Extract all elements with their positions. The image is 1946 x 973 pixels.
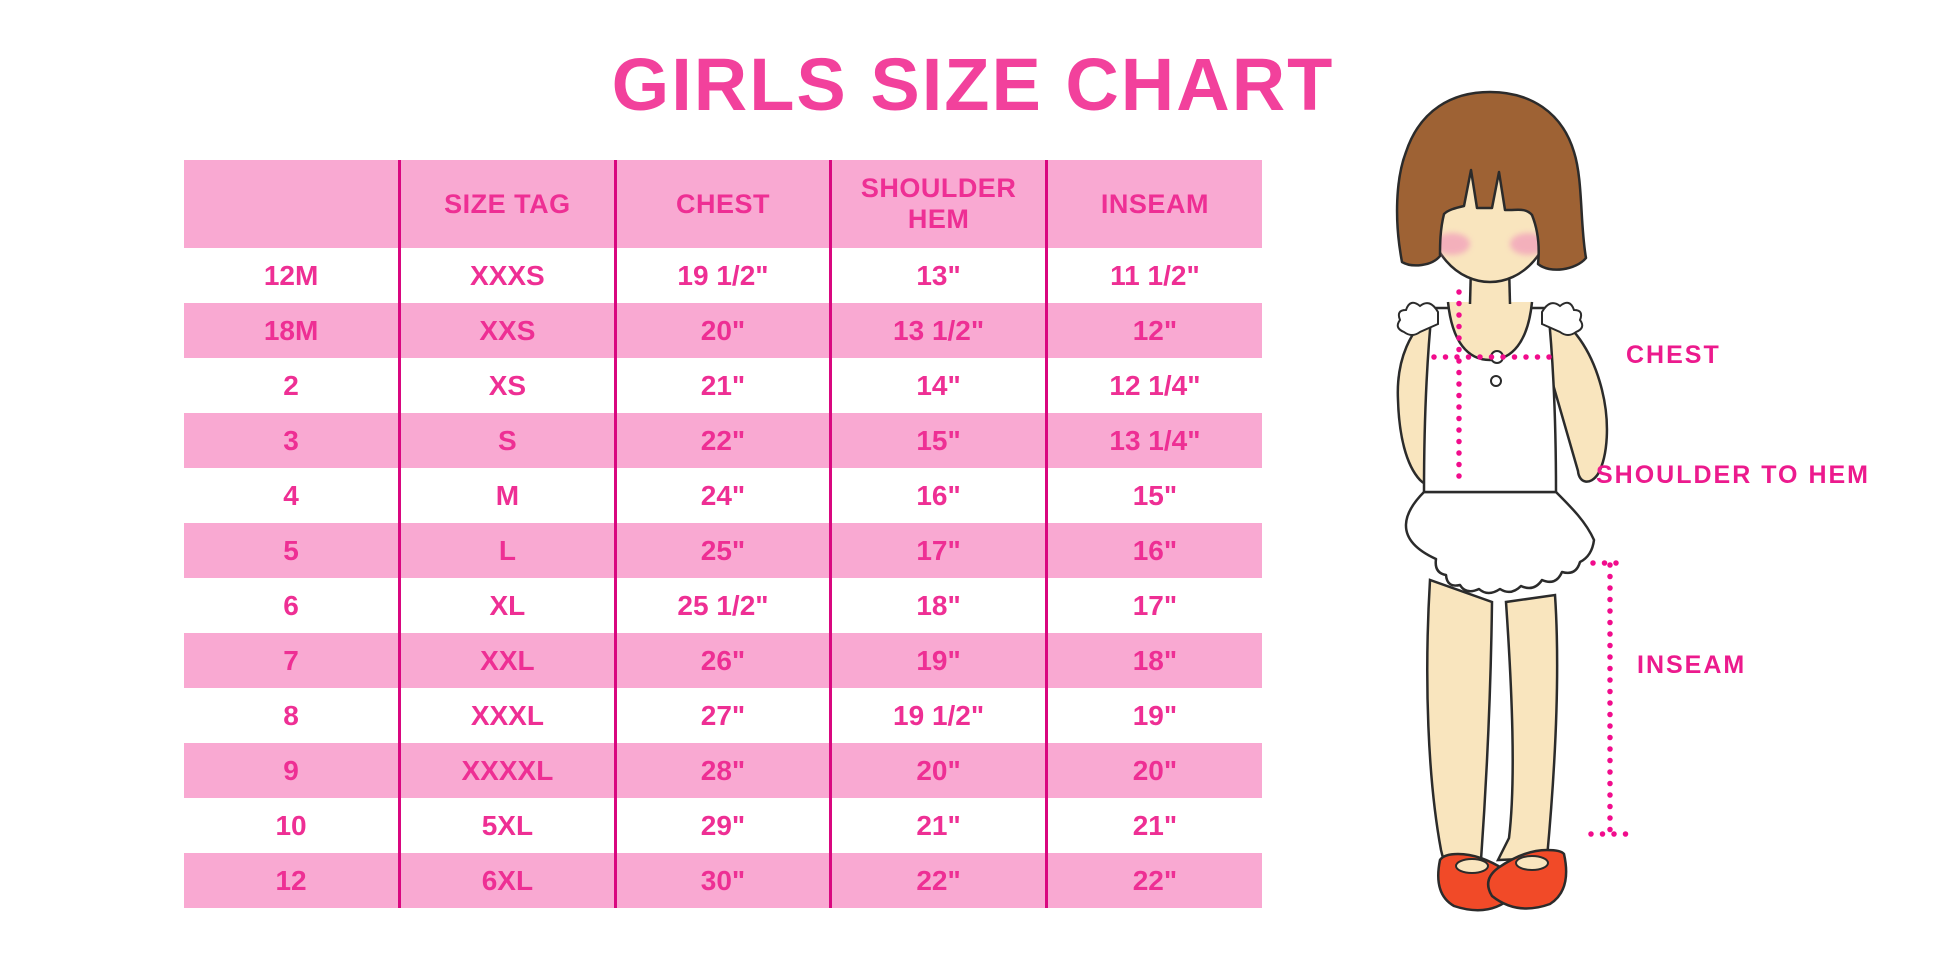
table-cell: 30" [613, 853, 831, 908]
table-cell: 22" [613, 413, 831, 468]
table-row: 2 XS 21" 14" 12 1/4" [184, 358, 1262, 413]
legs [1426, 578, 1559, 864]
table-cell: 20" [829, 743, 1047, 798]
measurement-lines [1431, 289, 1631, 837]
chest-label: CHEST [1626, 341, 1721, 369]
table-cell: 6 [283, 589, 299, 621]
table-row: 4 M 24" 16" 15" [184, 468, 1262, 523]
table-cell: 13 1/2" [829, 303, 1047, 358]
table-cell: 10 [275, 809, 307, 841]
table-row: 12M XXXS 19 1/2" 13" 11 1/2" [184, 248, 1262, 303]
button-bottom [1490, 375, 1502, 387]
table-row: 10 5XL 29" 21" 21" [184, 798, 1262, 853]
table-cell: 19" [829, 633, 1047, 688]
girl-figure-illustration [1395, 90, 1631, 912]
table-cell: 18M [263, 314, 319, 346]
table-cell: XXXL [398, 688, 616, 743]
table-cell: 18" [1044, 633, 1262, 688]
table-cell: 14" [829, 358, 1047, 413]
table-cell: S [398, 413, 616, 468]
table-row: 9 XXXXL 28" 20" 20" [184, 743, 1262, 798]
table-cell: 29" [613, 798, 831, 853]
shoulder-to-hem-label: SHOULDER TO HEM [1596, 461, 1870, 489]
table-cell: 21" [613, 358, 831, 413]
tank-top [1396, 301, 1584, 494]
table-cell: L [398, 523, 616, 578]
header-cell: SHOULDER HEM [829, 160, 1047, 248]
table-cell: 22" [1044, 853, 1262, 908]
table-cell: 20" [613, 303, 831, 358]
table-cell: 13" [829, 248, 1047, 303]
cheek-left [1434, 233, 1470, 255]
hair [1395, 90, 1588, 271]
table-cell: 12" [1044, 303, 1262, 358]
shoes [1437, 848, 1568, 912]
table-cell: 12M [263, 259, 319, 291]
table-cell: 21" [829, 798, 1047, 853]
table-cell: 24" [613, 468, 831, 523]
table-cell: 17" [1044, 578, 1262, 633]
table-row: 8 XXXL 27" 19 1/2" 19" [184, 688, 1262, 743]
table-row: 12 6XL 30" 22" 22" [184, 853, 1262, 908]
table-cell: 12 1/4" [1044, 358, 1262, 413]
table-cell: 25" [613, 523, 831, 578]
table-cell: 6XL [398, 853, 616, 908]
table-cell: 16" [829, 468, 1047, 523]
table-row: 3 S 22" 15" 13 1/4" [184, 413, 1262, 468]
table-cell: 16" [1044, 523, 1262, 578]
table-cell: 19 1/2" [829, 688, 1047, 743]
table-body: 12M XXXS 19 1/2" 13" 11 1/2" 18M XXS 20" 13 1/2"… [184, 248, 1262, 908]
table-cell: 8 [283, 699, 299, 731]
header-cell: CHEST [613, 160, 831, 248]
table-cell: 11 1/2" [1044, 248, 1262, 303]
table-cell: 25 1/2" [613, 578, 831, 633]
table-cell: 5 [283, 534, 299, 566]
table-cell: 15" [829, 413, 1047, 468]
page-title: GIRLS SIZE CHART [611, 43, 1335, 126]
table-cell: 28" [613, 743, 831, 798]
header-cell [184, 160, 400, 248]
table-cell: 15" [1044, 468, 1262, 523]
table-cell: M [398, 468, 616, 523]
table-cell: 2 [283, 369, 299, 401]
table-cell: 19 1/2" [613, 248, 831, 303]
table-cell: 7 [283, 644, 299, 676]
table-row: 6 XL 25 1/2" 18" 17" [184, 578, 1262, 633]
header-row: SIZE TAG CHEST SHOULDER HEM INSEAM [184, 160, 1262, 248]
table-cell: XXXS [398, 248, 616, 303]
table-cell: 26" [613, 633, 831, 688]
table-cell: XXXXL [398, 743, 616, 798]
table-cell: 5XL [398, 798, 616, 853]
table-cell: 12 [275, 864, 307, 896]
skirt [1404, 490, 1596, 595]
table-cell: 3 [283, 424, 299, 456]
table-cell: XS [398, 358, 616, 413]
table-cell: 17" [829, 523, 1047, 578]
table-cell: 19" [1044, 688, 1262, 743]
header-cell: SIZE TAG [398, 160, 616, 248]
table-cell: 13 1/4" [1044, 413, 1262, 468]
table-cell: 20" [1044, 743, 1262, 798]
table-cell: 22" [829, 853, 1047, 908]
table-row: 18M XXS 20" 13 1/2" 12" [184, 303, 1262, 358]
table-cell: XXL [398, 633, 616, 688]
table-cell: 18" [829, 578, 1047, 633]
table-cell: XL [398, 578, 616, 633]
table-row: 7 XXL 26" 19" 18" [184, 633, 1262, 688]
table-cell: 21" [1044, 798, 1262, 853]
table-cell: 27" [613, 688, 831, 743]
inseam-label: INSEAM [1637, 651, 1747, 679]
table-cell: XXS [398, 303, 616, 358]
table-row: 5 L 25" 17" 16" [184, 523, 1262, 578]
table-cell: 9 [283, 754, 299, 786]
header-cell: INSEAM [1044, 160, 1262, 248]
table-cell: 4 [283, 479, 299, 511]
size-chart-table: SIZE TAG CHEST SHOULDER HEM INSEAM 12M XXXS 1… [184, 160, 1262, 908]
